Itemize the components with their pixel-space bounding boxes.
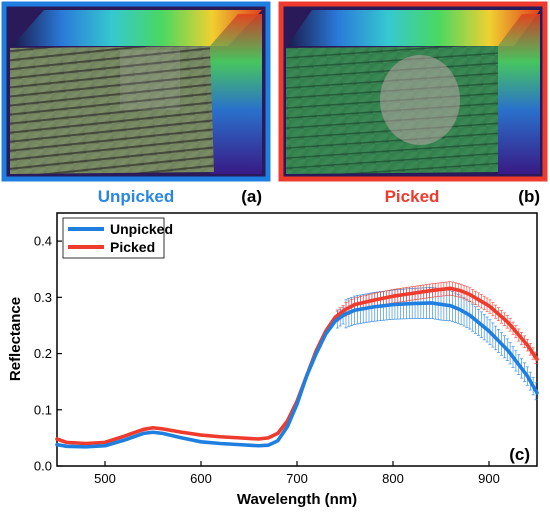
x-tick-label: 900 bbox=[478, 471, 500, 486]
y-tick-label: 0.3 bbox=[34, 290, 52, 305]
legend: Unpicked Picked bbox=[62, 217, 173, 259]
panel-a: Unpicked (a) bbox=[1, 1, 271, 206]
panel-b-cube-side bbox=[498, 14, 540, 174]
x-tick-label: 800 bbox=[382, 471, 404, 486]
series-lines bbox=[55, 286, 539, 449]
x-tick-label: 600 bbox=[190, 471, 212, 486]
panel-b-cube-top bbox=[287, 10, 540, 46]
panel-a-cube-side bbox=[210, 14, 262, 174]
panel-b-letter: (b) bbox=[518, 187, 540, 206]
y-axis-label: Reflectance bbox=[7, 297, 24, 381]
legend-box bbox=[62, 217, 165, 259]
x-axis: 500 600 700 800 900 bbox=[94, 461, 500, 486]
y-tick-label: 0.2 bbox=[34, 346, 52, 361]
panel-b-field-highlight bbox=[380, 55, 460, 145]
chart: 500 600 700 800 900 0.0 0.1 0.2 0.3 0.4 Waveleng… bbox=[7, 212, 539, 508]
panel-a-cube-top bbox=[12, 10, 262, 46]
panel-a-letter: (a) bbox=[241, 187, 262, 206]
panel-a-field-image bbox=[10, 46, 214, 174]
error-bars bbox=[335, 281, 538, 401]
panel-a-field-highlight bbox=[120, 50, 180, 110]
panel-a-caption: Unpicked bbox=[98, 187, 175, 206]
legend-label-picked: Picked bbox=[110, 239, 155, 255]
x-tick-label: 700 bbox=[286, 471, 308, 486]
panel-b: Picked (b) bbox=[278, 1, 548, 206]
series-line-unpicked bbox=[55, 301, 539, 449]
y-tick-label: 0.1 bbox=[34, 402, 52, 417]
y-axis: 0.0 0.1 0.2 0.3 0.4 bbox=[34, 234, 62, 474]
x-axis-label: Wavelength (nm) bbox=[237, 491, 357, 508]
chart-panel-letter: (c) bbox=[509, 445, 530, 464]
legend-label-unpicked: Unpicked bbox=[110, 221, 173, 237]
panel-b-caption: Picked bbox=[385, 187, 440, 206]
x-tick-label: 500 bbox=[94, 471, 116, 486]
y-tick-label: 0.4 bbox=[34, 234, 52, 249]
y-tick-label: 0.0 bbox=[34, 459, 52, 474]
panel-b-field-image bbox=[286, 46, 498, 174]
